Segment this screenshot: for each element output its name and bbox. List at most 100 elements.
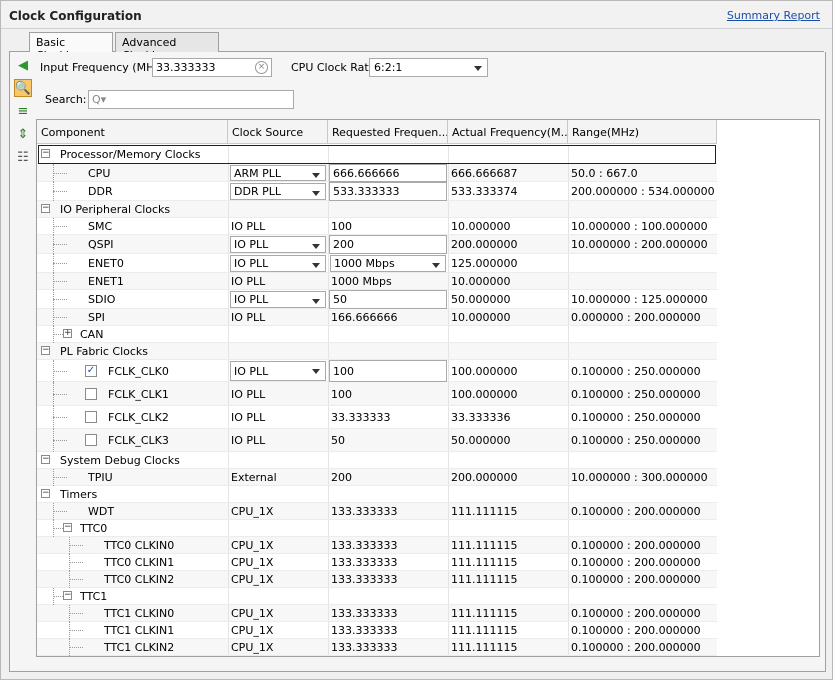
chevron-down-icon [312, 299, 320, 304]
col-range[interactable]: Range(MHz) [568, 120, 717, 144]
collapse-icon[interactable]: − [41, 454, 50, 464]
requested-frequency: 133.333333 [331, 505, 398, 518]
search-icon[interactable]: 🔍 [14, 79, 32, 97]
table-row[interactable]: − TTC1 [37, 588, 717, 605]
column-divider [568, 201, 569, 218]
clock-source-select[interactable]: IO PLL [230, 255, 326, 272]
requested-frequency: 100 [331, 220, 352, 233]
collapse-icon[interactable]: − [63, 590, 72, 600]
table-row[interactable]: TPIU External 200 200.000000 10.000000 : 300… [37, 469, 717, 486]
clock-source-select[interactable]: ARM PLL [230, 165, 326, 181]
summary-report-link[interactable]: Summary Report [726, 9, 820, 22]
column-divider [328, 429, 329, 452]
col-requested-frequency[interactable]: Requested Frequen... [328, 120, 448, 144]
clock-source-select[interactable]: IO PLL [230, 291, 326, 308]
expand-all-icon[interactable]: ⇕ [17, 126, 29, 142]
table-row[interactable]: − Timers [37, 486, 717, 503]
table-row[interactable]: FCLK_CLK1 IO PLL 100 100.000000 0.100000 : 2… [37, 382, 717, 406]
table-row[interactable]: + CAN [37, 326, 717, 343]
column-divider [568, 290, 569, 309]
table-row[interactable]: − IO Peripheral Clocks [37, 201, 717, 218]
clock-source: CPU_1X [231, 641, 274, 654]
tree-line [53, 394, 67, 395]
col-component[interactable]: Component [37, 120, 228, 144]
tab-advanced-clocking[interactable]: Advanced Clocking [115, 32, 219, 62]
chevron-down-icon [312, 191, 320, 196]
frequency-range: 50.0 : 667.0 [571, 166, 638, 180]
table-row[interactable]: TTC1 CLKIN1 CPU_1X 133.333333 111.111115 0.1… [37, 622, 717, 639]
table-row[interactable]: SMC IO PLL 100 10.000000 10.000000 : 100.000… [37, 218, 717, 235]
table-row[interactable]: ENET1 IO PLL 1000 Mbps 10.000000 [37, 273, 717, 290]
clock-source: IO PLL [231, 434, 266, 447]
column-divider [328, 290, 329, 309]
table-row[interactable]: − PL Fabric Clocks [37, 343, 717, 360]
checkbox[interactable] [85, 411, 97, 423]
collapse-icon[interactable]: − [41, 203, 50, 213]
actual-frequency: 10.000000 [451, 275, 511, 288]
clock-source-select[interactable]: IO PLL [230, 236, 326, 253]
table-row[interactable]: FCLK_CLK3 IO PLL 50 50.000000 0.100000 : 250… [37, 429, 717, 452]
column-divider [328, 326, 329, 343]
table-row[interactable]: TTC0 CLKIN2 CPU_1X 133.333333 111.111115 0.1… [37, 571, 717, 588]
column-divider [228, 254, 229, 273]
hierarchy-icon[interactable]: ☷ [17, 149, 29, 165]
table-row[interactable]: DDR DDR PLL 533.333333 533.333374 200.000000… [37, 182, 717, 201]
input-frequency-field[interactable]: 33.333333 × [152, 58, 272, 77]
table-row[interactable]: FCLK_CLK2 IO PLL 33.333333 33.333336 0.10000… [37, 406, 717, 429]
table-row[interactable]: TTC1 CLKIN2 CPU_1X 133.333333 111.111115 0.1… [37, 639, 717, 656]
frequency-range: 0.100000 : 200.000000 [571, 505, 701, 518]
clock-source-select[interactable]: DDR PLL [230, 183, 326, 200]
row-divider [37, 234, 717, 235]
collapse-icon[interactable]: − [63, 522, 72, 532]
requested-frequency-input[interactable]: 533.333333 [329, 182, 447, 201]
table-row[interactable]: − System Debug Clocks [37, 452, 717, 469]
checkbox-checked[interactable]: ✓ [85, 365, 97, 377]
column-divider [228, 290, 229, 309]
search-input[interactable]: Q▾ [88, 90, 294, 109]
column-divider [448, 503, 449, 520]
table-row[interactable]: SDIO IO PLL 50 50.000000 10.000000 : 125.000… [37, 290, 717, 309]
table-row[interactable]: SPI IO PLL 166.666666 10.000000 0.000000 : 2… [37, 309, 717, 326]
clock-source-select[interactable]: IO PLL [230, 361, 326, 381]
col-clock-source[interactable]: Clock Source [228, 120, 328, 144]
main-panel: ◀ 🔍 ≡ ⇕ ☷ Input Frequency (MHz) 33.33333… [9, 52, 826, 672]
table-row[interactable]: TTC0 CLKIN0 CPU_1X 133.333333 111.111115 0.1… [37, 537, 717, 554]
component-name: FCLK_CLK2 [108, 411, 169, 424]
table-row[interactable]: − Processor/Memory Clocks [37, 145, 717, 164]
collapse-all-icon[interactable]: ≡ [17, 103, 29, 119]
table-row[interactable]: ✓ FCLK_CLK0 IO PLL 100 100.000000 0.100000 : … [37, 360, 717, 382]
table-row[interactable]: TTC0 CLKIN1 CPU_1X 133.333333 111.111115 0.1… [37, 554, 717, 571]
component-name: CAN [80, 328, 104, 341]
requested-frequency-input[interactable]: 100 [329, 360, 447, 382]
requested-frequency-input[interactable]: 666.666666 [329, 164, 447, 182]
requested-frequency-input[interactable]: 200 [329, 235, 447, 254]
table-row[interactable]: CPU ARM PLL 666.666666 666.666687 50.0 : 667… [37, 164, 717, 182]
column-divider [568, 605, 569, 622]
column-divider [568, 235, 569, 254]
table-row[interactable]: ENET0 IO PLL 1000 Mbps 125.000000 [37, 254, 717, 273]
col-actual-frequency[interactable]: Actual Frequency(M... [448, 120, 568, 144]
table-row[interactable]: TTC1 CLKIN0 CPU_1X 133.333333 111.111115 0.1… [37, 605, 717, 622]
requested-frequency-input[interactable]: 50 [329, 290, 447, 309]
table-row[interactable]: QSPI IO PLL 200 200.000000 10.000000 : 200.0… [37, 235, 717, 254]
column-divider [448, 554, 449, 571]
clear-icon[interactable]: × [255, 61, 268, 74]
clock-source-value: IO PLL [234, 364, 269, 378]
column-divider [228, 486, 229, 503]
collapse-icon[interactable]: − [41, 488, 50, 498]
checkbox[interactable] [85, 434, 97, 446]
requested-frequency-select[interactable]: 1000 Mbps [330, 255, 446, 272]
expand-icon[interactable]: + [63, 328, 72, 338]
component-name: SMC [88, 220, 113, 233]
tree-line [53, 596, 67, 597]
collapse-icon[interactable]: − [41, 148, 50, 158]
table-row[interactable]: − TTC0 [37, 520, 717, 537]
table-row[interactable]: WDT CPU_1X 133.333333 111.111115 0.100000 : … [37, 503, 717, 520]
row-divider [37, 342, 717, 343]
collapse-icon[interactable]: − [41, 345, 50, 355]
clock-source-value: IO PLL [234, 257, 269, 270]
checkbox[interactable] [85, 388, 97, 400]
cpu-clock-ratio-select[interactable]: 6:2:1 [369, 58, 488, 77]
back-arrow-icon[interactable]: ◀ [18, 57, 28, 73]
tab-basic-clocking[interactable]: Basic Clocking [29, 32, 113, 62]
